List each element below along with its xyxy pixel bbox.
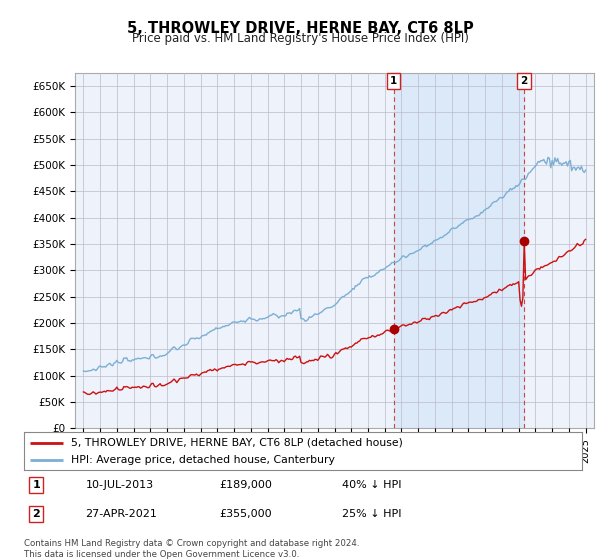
Text: Contains HM Land Registry data © Crown copyright and database right 2024.
This d: Contains HM Land Registry data © Crown c… <box>24 539 359 559</box>
Text: £189,000: £189,000 <box>220 480 272 490</box>
Text: Price paid vs. HM Land Registry's House Price Index (HPI): Price paid vs. HM Land Registry's House … <box>131 32 469 45</box>
Text: 5, THROWLEY DRIVE, HERNE BAY, CT6 8LP: 5, THROWLEY DRIVE, HERNE BAY, CT6 8LP <box>127 21 473 36</box>
Text: 5, THROWLEY DRIVE, HERNE BAY, CT6 8LP (detached house): 5, THROWLEY DRIVE, HERNE BAY, CT6 8LP (d… <box>71 437 403 447</box>
Text: 2: 2 <box>520 76 527 86</box>
Text: 1: 1 <box>32 480 40 490</box>
Text: £355,000: £355,000 <box>220 509 272 519</box>
Text: 40% ↓ HPI: 40% ↓ HPI <box>342 480 401 490</box>
Bar <box>394 73 524 428</box>
Text: 10-JUL-2013: 10-JUL-2013 <box>85 480 154 490</box>
Text: 2: 2 <box>32 509 40 519</box>
Text: 27-APR-2021: 27-APR-2021 <box>85 509 157 519</box>
Text: 25% ↓ HPI: 25% ↓ HPI <box>342 509 401 519</box>
Text: 1: 1 <box>390 76 397 86</box>
Text: HPI: Average price, detached house, Canterbury: HPI: Average price, detached house, Cant… <box>71 455 335 465</box>
